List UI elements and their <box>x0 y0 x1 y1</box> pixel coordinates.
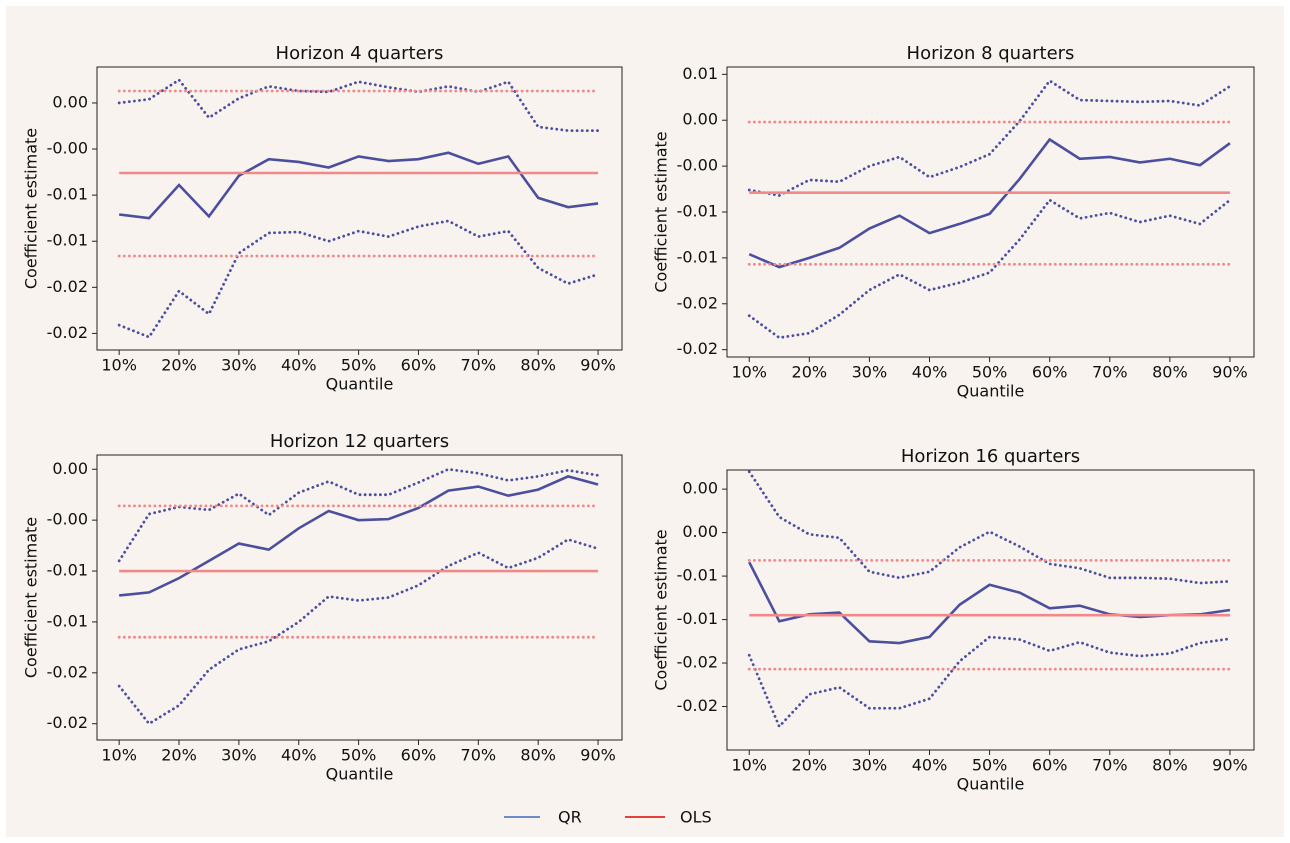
x-tick-label: 90% <box>580 746 616 765</box>
x-axis-label: Quantile <box>957 775 1025 794</box>
x-tick-label: 30% <box>221 746 257 765</box>
x-axis-label: Quantile <box>957 382 1025 401</box>
series-line <box>117 78 600 133</box>
y-tick-label: -0.02 <box>677 293 718 312</box>
x-tick-label: 10% <box>101 356 137 375</box>
y-tick-label: -0.01 <box>47 561 88 580</box>
y-tick-label: 0.00 <box>52 459 88 478</box>
series-line <box>118 151 599 220</box>
x-tick-label: 40% <box>912 756 948 775</box>
y-tick-label: -0.01 <box>47 185 88 204</box>
x-tick-label: 70% <box>1092 756 1128 775</box>
y-tick-label: -0.01 <box>677 566 718 585</box>
x-tick-label: 30% <box>221 356 257 375</box>
x-tick-label: 60% <box>401 746 437 765</box>
y-tick-label: -0.01 <box>677 609 718 628</box>
y-tick-label: -0.01 <box>677 247 718 266</box>
series-line <box>119 475 599 597</box>
x-tick-label: 50% <box>972 756 1008 775</box>
x-axis-label: Quantile <box>326 765 394 784</box>
x-tick-label: 40% <box>281 746 317 765</box>
y-tick-label: -0.02 <box>47 323 88 342</box>
y-tick-label: -0.02 <box>677 653 718 672</box>
x-tick-label: 70% <box>461 356 497 375</box>
x-tick-label: 20% <box>161 356 197 375</box>
series-line <box>748 137 1231 269</box>
series-line <box>747 635 1232 730</box>
x-tick-label: 60% <box>1032 363 1068 382</box>
y-tick-label: -0.01 <box>677 202 718 221</box>
y-tick-label: -0.02 <box>47 662 88 681</box>
figure-background <box>6 6 1284 837</box>
y-tick-label: -0.01 <box>47 231 88 250</box>
x-tick-label: 60% <box>1032 756 1068 775</box>
y-axis-label: Coefficient estimate <box>652 131 671 292</box>
x-axis-label: Quantile <box>326 375 394 394</box>
y-tick-label: -0.00 <box>677 156 718 175</box>
y-tick-label: 0.00 <box>682 522 718 541</box>
x-tick-label: 40% <box>912 363 948 382</box>
chart-title: Horizon 12 quarters <box>270 431 449 452</box>
y-tick-label: 0.00 <box>52 92 88 111</box>
x-tick-label: 80% <box>1152 756 1188 775</box>
x-tick-label: 90% <box>1212 363 1248 382</box>
series-line <box>117 219 600 339</box>
y-tick-label: 0.00 <box>682 110 718 129</box>
plot-frame <box>726 469 1255 751</box>
y-axis-label: Coefficient estimate <box>652 529 671 690</box>
x-tick-label: 80% <box>520 356 556 375</box>
legend-label: OLS <box>680 808 712 827</box>
x-tick-label: 80% <box>1152 363 1188 382</box>
x-tick-label: 90% <box>1212 756 1248 775</box>
y-axis-label: Coefficient estimate <box>22 128 41 289</box>
x-tick-label: 50% <box>341 746 377 765</box>
y-tick-label: 0.01 <box>682 64 718 83</box>
series-line <box>117 467 600 563</box>
x-tick-label: 20% <box>161 746 197 765</box>
chart-title: Horizon 8 quarters <box>907 43 1075 64</box>
y-tick-label: -0.02 <box>47 713 88 732</box>
x-tick-label: 80% <box>520 746 556 765</box>
y-tick-label: -0.02 <box>677 339 718 358</box>
x-tick-label: 90% <box>580 356 616 375</box>
x-tick-label: 10% <box>731 756 767 775</box>
x-tick-label: 50% <box>972 363 1008 382</box>
y-tick-label: -0.01 <box>47 611 88 630</box>
y-tick-label: -0.02 <box>677 696 718 715</box>
y-tick-label: 0.00 <box>682 479 718 498</box>
series-line <box>747 198 1232 340</box>
plot-frame <box>726 66 1255 358</box>
y-tick-label: -0.00 <box>47 139 88 158</box>
chart-title: Horizon 4 quarters <box>276 43 444 64</box>
x-tick-label: 20% <box>792 363 828 382</box>
y-axis-label: Coefficient estimate <box>22 517 41 678</box>
x-tick-label: 50% <box>341 356 377 375</box>
series-line <box>747 78 1232 197</box>
plot-frame <box>96 454 623 741</box>
series-line <box>117 537 600 726</box>
series-line <box>747 470 1232 585</box>
legend-label: QR <box>558 808 582 827</box>
plot-frame <box>96 66 623 351</box>
x-tick-label: 70% <box>1092 363 1128 382</box>
y-tick-label: -0.00 <box>47 510 88 529</box>
x-tick-label: 60% <box>401 356 437 375</box>
x-tick-label: 20% <box>792 756 828 775</box>
x-tick-label: 70% <box>461 746 497 765</box>
x-tick-label: 10% <box>101 746 137 765</box>
x-tick-label: 30% <box>852 363 888 382</box>
x-tick-label: 10% <box>731 363 767 382</box>
chart-title: Horizon 16 quarters <box>901 446 1080 467</box>
x-tick-label: 40% <box>281 356 317 375</box>
y-tick-label: -0.02 <box>47 277 88 296</box>
x-tick-label: 30% <box>852 756 888 775</box>
